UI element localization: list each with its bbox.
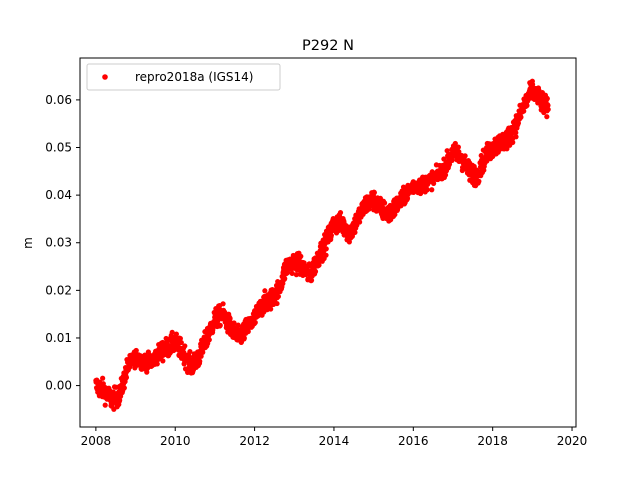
data-point [169, 329, 175, 335]
data-point [452, 140, 458, 147]
x-tick-label: 2010 [160, 434, 191, 448]
y-axis-ticks: 0.00 0.01 0.02 0.03 0.04 0.05 0.06 [45, 93, 80, 393]
x-tick-label: 2012 [239, 434, 270, 448]
y-tick-label: 0.05 [45, 141, 72, 155]
data-point [262, 288, 268, 294]
data-point [462, 153, 468, 159]
data-point [504, 146, 510, 152]
x-axis-ticks: 2008 2010 2012 2014 2016 2018 2020 [81, 427, 588, 448]
y-axis-label: m [21, 237, 35, 249]
legend: repro2018a (IGS14) [86, 63, 281, 91]
data-point [346, 239, 352, 245]
data-point [173, 331, 179, 337]
data-point [524, 102, 530, 109]
data-point [521, 108, 527, 114]
data-point [100, 375, 106, 381]
data-point [449, 157, 455, 164]
data-point [298, 253, 304, 259]
legend-label: repro2018a (IGS14) [135, 70, 253, 84]
data-point [275, 293, 281, 300]
data-point [323, 252, 329, 258]
data-point [545, 102, 551, 109]
data-point [371, 190, 377, 196]
data-point [316, 262, 322, 268]
data-point [178, 339, 184, 346]
data-point [382, 200, 388, 206]
data-point [245, 328, 251, 335]
data-point [357, 219, 363, 225]
plot-frame [79, 57, 577, 428]
data-point [545, 106, 551, 113]
x-tick-label: 2018 [477, 434, 508, 448]
data-point [182, 343, 188, 349]
data-point [455, 144, 461, 150]
data-point [117, 397, 123, 403]
data-point [102, 402, 108, 408]
data-point [123, 374, 130, 381]
data-point [429, 187, 435, 193]
data-point [231, 320, 237, 326]
data-point [133, 347, 139, 354]
x-tick-label: 2008 [81, 434, 112, 448]
data-point [518, 114, 524, 120]
data-points [93, 78, 551, 412]
data-point [515, 120, 521, 126]
data-point [328, 232, 334, 239]
data-point [154, 361, 160, 367]
data-point [274, 300, 280, 307]
data-point [252, 319, 258, 326]
legend-marker [102, 74, 108, 80]
y-tick-label: 0.04 [45, 188, 72, 202]
data-point [206, 337, 212, 343]
y-tick-label: 0.00 [45, 379, 72, 393]
y-tick-label: 0.03 [45, 236, 72, 250]
data-point [431, 180, 437, 186]
data-point [220, 301, 226, 307]
data-point [289, 270, 295, 276]
data-point [197, 358, 203, 364]
data-point [544, 96, 550, 102]
data-point [268, 306, 274, 312]
data-point [280, 280, 286, 287]
data-point [513, 130, 519, 136]
data-point [282, 276, 288, 282]
y-tick-label: 0.06 [45, 93, 72, 107]
data-point [337, 210, 344, 216]
data-point [510, 139, 516, 145]
data-point [352, 229, 358, 236]
data-point [544, 114, 550, 120]
data-point [293, 272, 299, 278]
data-point [476, 178, 482, 184]
data-point [323, 246, 329, 252]
data-point [227, 315, 233, 321]
data-point [121, 385, 127, 391]
data-point [481, 167, 487, 173]
data-point [392, 211, 398, 218]
data-point [241, 335, 247, 341]
x-tick-label: 2020 [557, 434, 588, 448]
data-point [177, 335, 183, 342]
y-tick-label: 0.01 [45, 331, 72, 345]
data-point [312, 268, 319, 275]
y-tick-label: 0.02 [45, 283, 72, 297]
data-point [160, 358, 166, 364]
chart-title: P292 N [302, 38, 354, 54]
data-point [187, 349, 193, 355]
data-point [404, 195, 411, 202]
data-point [424, 187, 430, 193]
x-tick-label: 2016 [398, 434, 429, 448]
x-tick-label: 2014 [319, 434, 350, 448]
data-point [235, 322, 241, 328]
data-point [513, 134, 519, 140]
legend-box [86, 63, 281, 91]
data-point [442, 172, 449, 178]
data-point [308, 277, 315, 283]
data-point [217, 322, 223, 328]
